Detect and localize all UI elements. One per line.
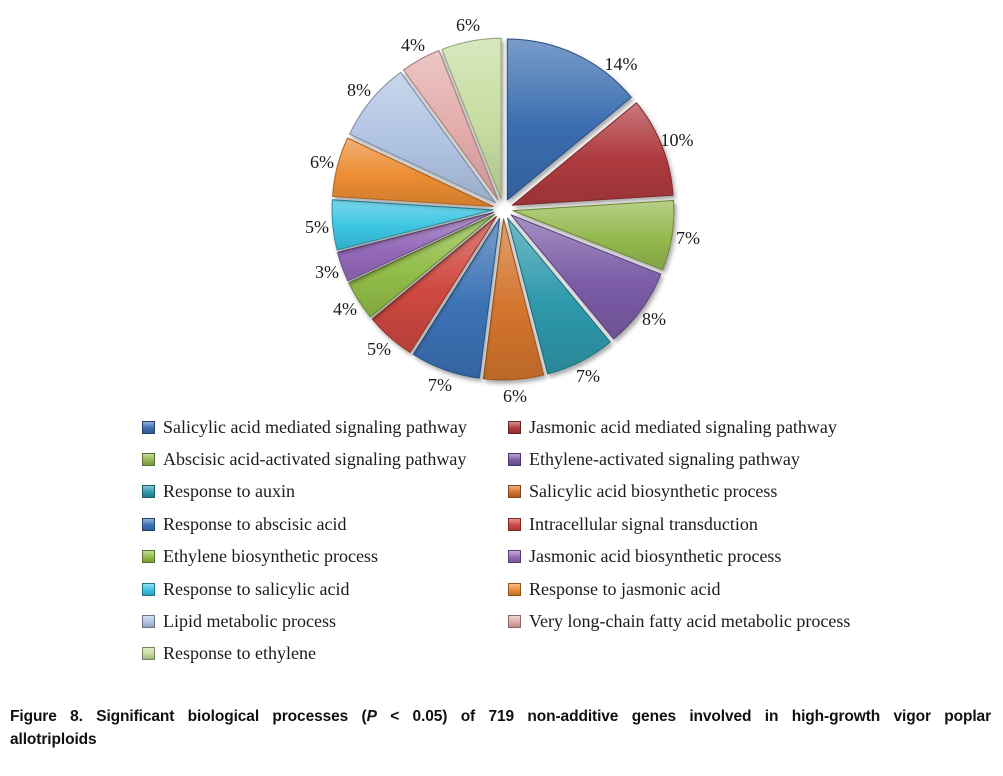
pie-slice-11 <box>331 199 494 251</box>
pie-slice-8 <box>371 216 497 353</box>
pie-slice-percent-label-13: 8% <box>347 80 371 100</box>
legend-swatch-icon <box>142 420 155 434</box>
pie-slice-percent-label-8: 5% <box>367 339 391 359</box>
legend-swatch-icon <box>142 582 155 596</box>
pie-slice-percent-label-15: 6% <box>456 15 480 35</box>
pie-slice-percent-label-14: 4% <box>401 35 425 55</box>
pie-slice-percent-label-6: 6% <box>503 386 527 406</box>
pie-slice-percent-label-4: 8% <box>642 309 666 329</box>
legend-item-label: Response to ethylene <box>163 643 316 664</box>
pie-slice-4 <box>510 214 662 340</box>
legend-item-label: Jasmonic acid mediated signaling pathway <box>529 416 837 437</box>
pie-slice-percent-label-12: 6% <box>310 152 334 172</box>
legend-item: Salicylic acid mediated signaling pathwa… <box>142 417 508 438</box>
legend-item-label: Response to salicylic acid <box>163 578 350 599</box>
legend-item: Response to salicylic acid <box>142 579 508 600</box>
pie-slice-3 <box>512 200 675 271</box>
legend-item-label: Salicylic acid mediated signaling pathwa… <box>163 416 467 437</box>
pie-slice-1 <box>506 38 632 201</box>
legend-swatch-icon <box>142 550 155 564</box>
legend-swatch-icon <box>508 615 521 629</box>
pie-slice-percent-label-7: 7% <box>428 375 452 395</box>
pie-slice-14 <box>403 50 499 201</box>
legend-item-label: Response to jasmonic acid <box>529 578 721 599</box>
legend-item-label: Salicylic acid biosynthetic process <box>529 481 778 502</box>
pie-slice-7 <box>412 217 501 379</box>
legend-item: Lipid metabolic process <box>142 611 508 632</box>
pie-slice-percent-label-5: 7% <box>576 366 600 386</box>
caption-text: < 0.05) of 719 non-additive genes involv… <box>376 708 992 725</box>
pie-slice-12 <box>332 137 494 207</box>
chart-legend: Salicylic acid mediated signaling pathwa… <box>142 411 1000 670</box>
caption-line-2: allotriploids <box>10 731 97 748</box>
legend-item-label: Intracellular signal transduction <box>529 513 758 534</box>
pie-slice-13 <box>349 71 496 204</box>
legend-item-label: Jasmonic acid biosynthetic process <box>529 546 782 567</box>
legend-item: Intracellular signal transduction <box>508 514 1000 535</box>
caption-text: Figure 8. Significant biological process… <box>10 708 367 725</box>
legend-swatch-icon <box>508 550 521 564</box>
pie-slice-2 <box>511 102 674 206</box>
pie-slice-percent-label-1: 14% <box>605 54 638 74</box>
legend-swatch-icon <box>508 517 521 531</box>
legend-swatch-icon <box>142 453 155 467</box>
p-value-symbol: P <box>366 708 377 725</box>
legend-item: Salicylic acid biosynthetic process <box>508 481 1000 502</box>
legend-swatch-icon <box>142 615 155 629</box>
pie-slice-5 <box>507 217 611 375</box>
legend-swatch-icon <box>508 582 521 596</box>
pie-slice-percent-label-2: 10% <box>661 130 694 150</box>
legend-swatch-icon <box>142 647 155 661</box>
legend-item: Abscisic acid-activated signaling pathwa… <box>142 449 508 470</box>
legend-item: Response to ethylene <box>142 643 508 664</box>
pie-slice-percent-label-9: 4% <box>333 299 357 319</box>
legend-item: Jasmonic acid biosynthetic process <box>508 546 1000 567</box>
pie-slice-15 <box>441 37 502 200</box>
legend-swatch-icon <box>142 485 155 499</box>
legend-item-label: Lipid metabolic process <box>163 611 336 632</box>
figure-caption: Figure 8. Significant biological process… <box>10 705 991 751</box>
legend-swatch-icon <box>508 485 521 499</box>
legend-swatch-icon <box>508 420 521 434</box>
legend-swatch-icon <box>142 517 155 531</box>
legend-item: Response to jasmonic acid <box>508 579 1000 600</box>
legend-item-label: Response to auxin <box>163 481 295 502</box>
caption-line-1: Figure 8. Significant biological process… <box>10 705 991 728</box>
pie-slice-percent-label-11: 5% <box>305 217 329 237</box>
legend-item: Very long-chain fatty acid metabolic pro… <box>508 611 1000 632</box>
legend-item: Ethylene biosynthetic process <box>142 546 508 567</box>
legend-item-label: Ethylene biosynthetic process <box>163 546 378 567</box>
legend-item: Jasmonic acid mediated signaling pathway <box>508 417 1000 438</box>
legend-item-label: Abscisic acid-activated signaling pathwa… <box>163 449 467 470</box>
pie-slice-percent-label-3: 7% <box>676 228 700 248</box>
legend-item-label: Response to abscisic acid <box>163 513 347 534</box>
pie-slice-6 <box>482 218 545 381</box>
pie-slice-9 <box>348 213 496 318</box>
legend-item-label: Ethylene-activated signaling pathway <box>529 449 800 470</box>
legend-item: Response to auxin <box>142 481 508 502</box>
legend-swatch-icon <box>508 453 521 467</box>
legend-item: Response to abscisic acid <box>142 514 508 535</box>
pie-slice-10 <box>337 211 495 282</box>
legend-item: Ethylene-activated signaling pathway <box>508 449 1000 470</box>
legend-item-label: Very long-chain fatty acid metabolic pro… <box>529 611 851 632</box>
pie-slice-percent-label-10: 3% <box>315 262 339 282</box>
